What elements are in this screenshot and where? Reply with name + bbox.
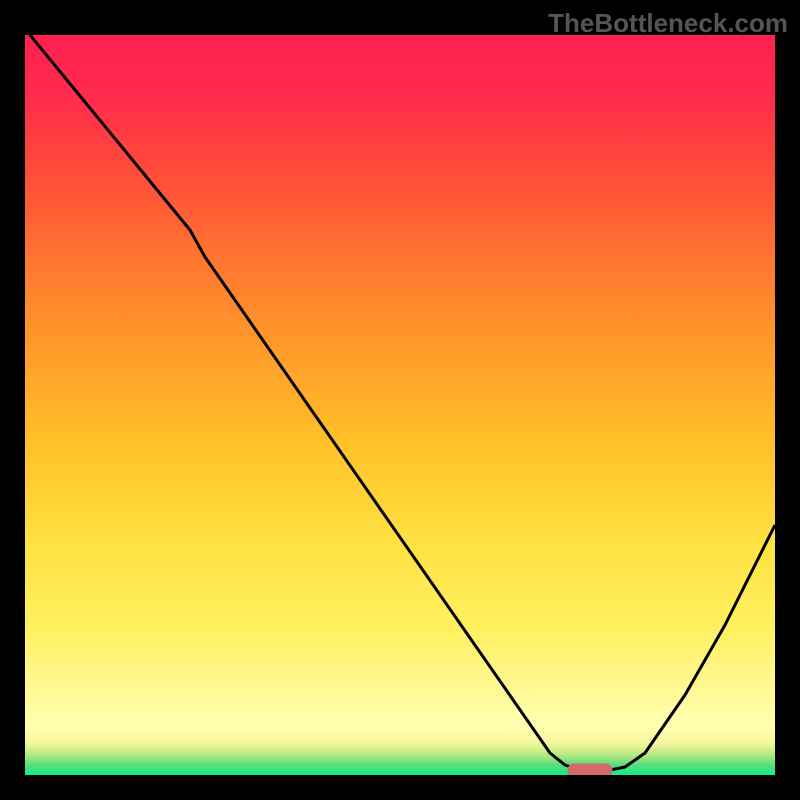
watermark-text: TheBottleneck.com [548, 8, 788, 39]
chart-background [25, 35, 775, 775]
optimal-marker [568, 764, 613, 776]
bottleneck-chart [25, 35, 775, 775]
chart-svg [25, 35, 775, 775]
